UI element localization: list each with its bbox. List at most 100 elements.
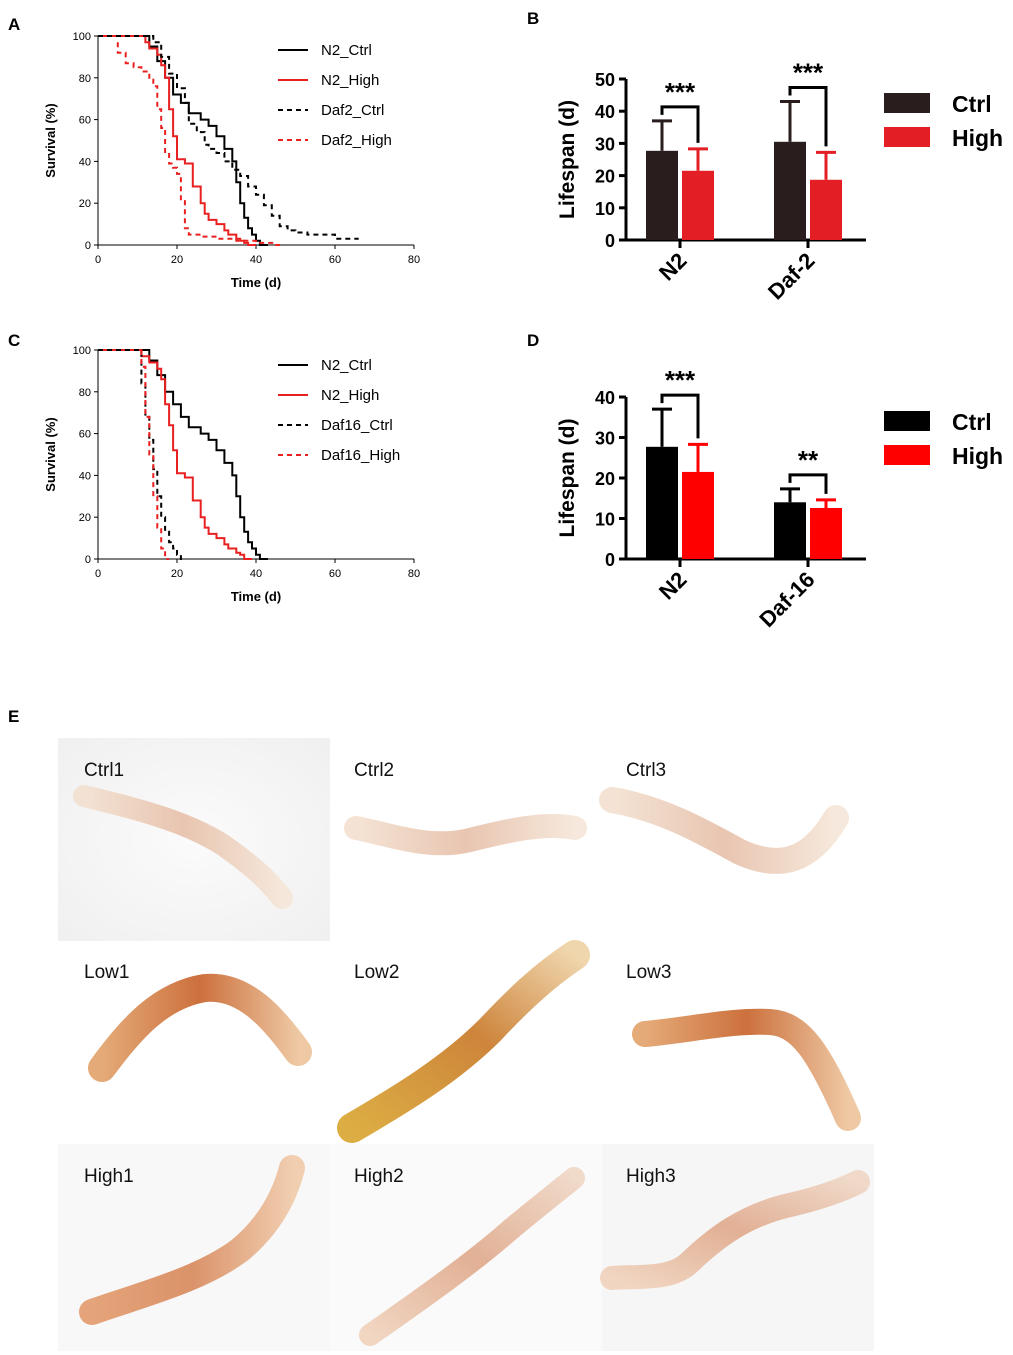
- x-tick-label: 0: [95, 568, 101, 580]
- worm-ctrl2: [344, 813, 587, 856]
- worm-low2: [337, 940, 590, 1143]
- series-line-n2-high: [98, 35, 256, 246]
- panel-label-a: A: [8, 15, 20, 34]
- legend-label-n2-ctrl: N2_Ctrl: [321, 357, 372, 374]
- y-tick-label: 30: [595, 134, 615, 154]
- bar-ctrl-daf-2: [774, 141, 806, 240]
- bar-ctrl-n2: [646, 446, 678, 559]
- bar-ctrl-daf-16: [774, 502, 806, 559]
- micrograph-high3-background: [602, 1144, 874, 1351]
- worm-high2: [359, 1167, 585, 1346]
- y-tick-label: 40: [79, 470, 91, 482]
- y-tick-label: 80: [79, 73, 91, 85]
- micrograph-label-high1: High1: [84, 1166, 134, 1187]
- legend-label-n2-high: N2_High: [321, 72, 379, 89]
- y-tick-label: 20: [595, 167, 615, 187]
- micrograph-label-high3: High3: [626, 1166, 676, 1187]
- y-tick-label: 0: [85, 554, 91, 566]
- micrograph-label-low1: Low1: [84, 962, 129, 983]
- y-axis-label: Survival (%): [43, 417, 58, 491]
- significance-bracket-daf-2: [788, 86, 828, 147]
- legend-label-daf16-ctrl: Daf16_Ctrl: [321, 417, 393, 434]
- x-tick-label: 80: [408, 254, 420, 266]
- micrograph-label-low3: Low3: [626, 962, 671, 983]
- lifespan-bar-chart-b: 0 10 20 30 40 50 Lifespan (d) *** N2 *** Daf-2 Ctrl…: [556, 58, 1003, 305]
- legend-label-ctrl: Ctrl: [952, 91, 992, 117]
- significance-label-n2: ***: [665, 365, 696, 395]
- micrograph-label-ctrl2: Ctrl2: [354, 760, 394, 781]
- significance-label-n2: ***: [665, 77, 696, 107]
- worm-low3: [632, 1008, 861, 1131]
- legend-swatch-high: [884, 445, 930, 465]
- significance-label-daf-16: **: [798, 445, 819, 475]
- legend-label-daf2-high: Daf2_High: [321, 132, 392, 149]
- y-tick-label: 10: [595, 510, 615, 530]
- y-tick-label: 0: [605, 550, 615, 570]
- x-tick-label: 0: [95, 254, 101, 266]
- bar-ctrl-n2: [646, 150, 678, 240]
- y-tick-label: 50: [595, 70, 615, 90]
- legend-swatch-ctrl: [884, 411, 930, 431]
- y-tick-label: 60: [79, 115, 91, 127]
- series-line-n2-ctrl: [98, 349, 268, 560]
- series-line-daf16-high: [140, 350, 170, 560]
- series-line-daf2-high: [116, 42, 284, 246]
- y-tick-label: 0: [85, 240, 91, 252]
- lifespan-bar-chart-d: 0 10 20 30 40 Lifespan (d) *** N2 ** Daf-16 Ctrl Hi…: [556, 365, 1003, 632]
- significance-label-daf-2: ***: [793, 58, 824, 88]
- legend-label-daf2-ctrl: Daf2_Ctrl: [321, 102, 384, 119]
- legend-label-daf16-high: Daf16_High: [321, 447, 400, 464]
- worm-ctrl3: [599, 787, 849, 874]
- category-label-n2: N2: [654, 248, 692, 286]
- micrograph-label-low2: Low2: [354, 962, 399, 983]
- y-tick-label: 40: [79, 156, 91, 168]
- micrograph-grid: Ctrl1 Ctrl2 Ctrl3 Low1 Low2 Low3 High1 H…: [58, 738, 874, 1351]
- y-tick-label: 40: [595, 102, 615, 122]
- survival-chart-c: 0 20 40 60 80 100 0 20 40 60 80 Time (d) Survival (%…: [43, 345, 420, 604]
- x-tick-label: 20: [171, 568, 183, 580]
- x-axis-label: Time (d): [231, 275, 281, 290]
- worm-high3: [600, 1170, 870, 1290]
- y-tick-label: 20: [79, 512, 91, 524]
- series-line-n2-high: [98, 349, 252, 560]
- legend-label-high: High: [952, 443, 1003, 469]
- panel-label-b: B: [527, 9, 539, 28]
- y-tick-label: 100: [73, 345, 91, 357]
- legend-label-ctrl: Ctrl: [952, 409, 992, 435]
- series-line-daf16-ctrl: [98, 349, 185, 560]
- significance-bracket-daf-16: [788, 473, 828, 494]
- x-tick-label: 60: [329, 254, 341, 266]
- x-tick-label: 40: [250, 254, 262, 266]
- panel-label-d: D: [527, 331, 539, 350]
- y-axis-label: Lifespan (d): [556, 100, 579, 219]
- legend-swatch-ctrl: [884, 93, 930, 113]
- y-tick-label: 10: [595, 199, 615, 219]
- x-tick-label: 40: [250, 568, 262, 580]
- category-label-daf-16: Daf-16: [754, 567, 819, 632]
- significance-bracket-n2: [660, 105, 700, 143]
- y-tick-label: 60: [79, 429, 91, 441]
- worm-ctrl1: [73, 785, 293, 909]
- micrograph-label-high2: High2: [354, 1166, 404, 1187]
- worm-high1: [79, 1155, 305, 1325]
- micrograph-label-ctrl1: Ctrl1: [84, 760, 124, 781]
- significance-bracket-n2: [660, 393, 700, 439]
- category-label-n2: N2: [654, 567, 692, 605]
- micrograph-label-ctrl3: Ctrl3: [626, 760, 666, 781]
- legend-label-n2-high: N2_High: [321, 387, 379, 404]
- legend-swatch-high: [884, 127, 930, 147]
- series-line-daf2-ctrl: [98, 35, 359, 240]
- x-tick-label: 60: [329, 568, 341, 580]
- bar-high-daf-2: [810, 179, 842, 240]
- x-tick-label: 80: [408, 568, 420, 580]
- bar-high-daf-16: [810, 507, 842, 559]
- x-axis-label: Time (d): [231, 589, 281, 604]
- worm-low1: [88, 973, 312, 1082]
- y-axis-label: Survival (%): [43, 103, 58, 177]
- bar-high-n2: [682, 471, 714, 559]
- x-tick-label: 20: [171, 254, 183, 266]
- y-tick-label: 80: [79, 387, 91, 399]
- survival-chart-a: 0 20 40 60 80 100 0 20 40 60 80 Time (d) Survival (%…: [43, 31, 420, 290]
- panel-label-e: E: [8, 707, 19, 726]
